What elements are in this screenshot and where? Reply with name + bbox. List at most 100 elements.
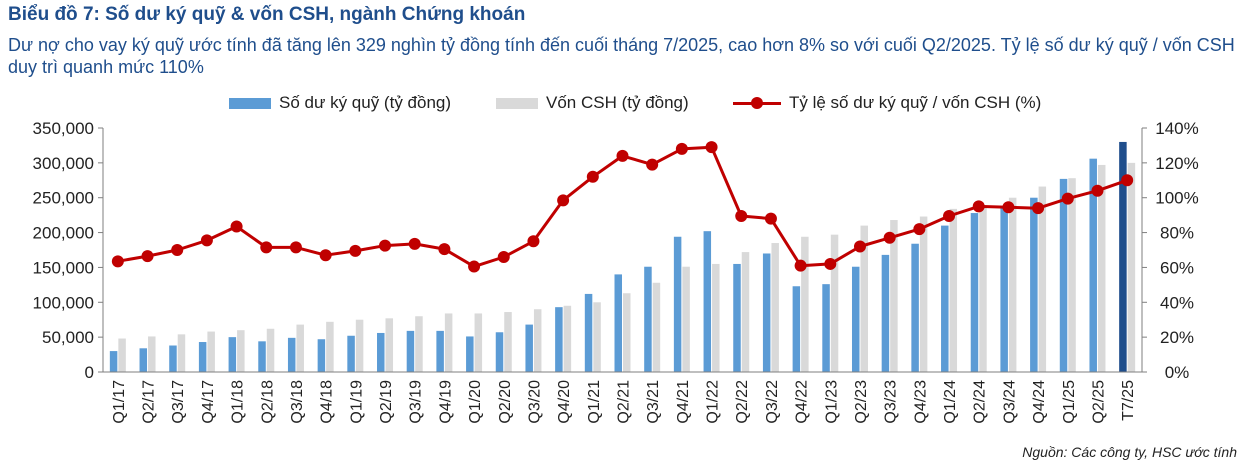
ratio-point-Q4/19	[438, 243, 451, 256]
bar-margin-Q3/19	[406, 330, 415, 372]
left-axis-tick-label: 100,000	[33, 293, 94, 312]
bar-margin-Q3/20	[525, 324, 533, 372]
bar-margin-Q3/17	[169, 345, 177, 372]
legend-swatch-equity	[496, 97, 538, 109]
x-axis-tick-label: Q1/19	[348, 380, 365, 424]
ratio-point-Q1/20	[468, 260, 481, 273]
ratio-point-Q1/22	[705, 141, 718, 154]
bar-margin-Q4/23	[911, 243, 919, 372]
bar-equity-Q4/21	[682, 266, 690, 372]
ratio-point-Q2/17	[141, 250, 154, 263]
bar-margin-Q1/17	[109, 351, 118, 372]
left-axis-tick-label: 150,000	[33, 258, 94, 277]
bar-equity-Q4/18	[326, 321, 334, 372]
x-axis-tick-label: Q2/19	[378, 380, 395, 424]
ratio-point-Q4/22	[794, 259, 807, 272]
bar-equity-Q1/18	[237, 330, 245, 372]
x-axis-tick-label: Q1/18	[230, 380, 247, 424]
x-axis-tick-label: Q2/24	[972, 380, 989, 424]
bar-equity-T7/25	[1127, 162, 1136, 372]
bar-equity-Q3/20	[533, 309, 542, 372]
x-axis-tick-label: Q3/21	[645, 380, 662, 424]
ratio-point-Q4/17	[200, 234, 213, 247]
bar-margin-Q2/24	[970, 213, 979, 372]
bar-margin-Q1/24	[941, 225, 949, 372]
ratio-point-Q1/23	[824, 257, 837, 270]
x-axis-tick-label: Q4/22	[794, 380, 811, 424]
bar-margin-Q4/17	[198, 342, 207, 372]
bar-margin-Q1/21	[584, 293, 593, 372]
ratio-point-Q1/25	[1061, 192, 1074, 205]
bar-margin-Q3/22	[762, 253, 771, 372]
x-axis-tick-label: Q3/18	[289, 380, 306, 424]
ratio-point-Q4/24	[1032, 202, 1045, 215]
right-axis-tick-label: 20%	[1160, 328, 1194, 347]
bar-equity-Q4/20	[563, 305, 572, 372]
ratio-point-Q1/24	[943, 210, 956, 223]
x-axis-tick-label: Q4/23	[912, 380, 929, 424]
bar-margin-Q1/18	[228, 337, 237, 372]
x-axis-tick-label: Q3/22	[764, 380, 781, 424]
bar-margin-Q4/19	[436, 330, 444, 372]
x-axis-tick-label: Q3/23	[883, 380, 900, 424]
ratio-point-Q4/21	[675, 142, 688, 155]
bar-equity-Q1/20	[474, 313, 483, 372]
bar-margin-Q4/21	[673, 236, 682, 372]
x-axis-tick-label: Q2/20	[497, 380, 514, 424]
source-note: Nguồn: Các công ty, HSC ước tính	[1022, 444, 1237, 460]
ratio-point-Q2/20	[497, 250, 510, 263]
bar-equity-Q2/21	[623, 293, 631, 372]
ratio-point-Q3/20	[527, 235, 540, 248]
x-axis-tick-label: Q4/21	[675, 380, 692, 424]
bar-margin-Q1/25	[1059, 178, 1068, 372]
bar-equity-Q1/21	[593, 302, 601, 372]
legend-label-equity: Vốn CSH (tỷ đồng)	[546, 93, 689, 112]
x-axis-tick-label: Q1/20	[467, 380, 484, 424]
ratio-point-Q2/25	[1091, 184, 1104, 197]
bar-margin-Q2/22	[733, 263, 741, 372]
ratio-point-Q2/21	[616, 149, 629, 162]
ratio-point-Q3/23	[883, 231, 896, 244]
legend-label-margin: Số dư ký quỹ (tỷ đồng)	[279, 93, 452, 112]
bar-margin-Q3/21	[644, 266, 652, 372]
bar-equity-Q1/19	[355, 319, 364, 372]
right-axis-tick-label: 60%	[1160, 258, 1194, 277]
legend-item-margin: Số dư ký quỹ (tỷ đồng)	[229, 92, 451, 114]
x-axis-tick-label: Q1/24	[942, 380, 959, 424]
ratio-point-T7/25	[1121, 174, 1134, 187]
x-axis-tick-label: Q4/19	[437, 380, 454, 424]
left-axis-tick-label: 350,000	[33, 119, 94, 138]
ratio-point-Q1/18	[230, 220, 243, 233]
bar-margin-Q2/25	[1089, 158, 1097, 372]
bar-margin-Q1/22	[703, 231, 712, 372]
ratio-point-Q3/19	[408, 237, 421, 250]
x-axis-tick-label: T7/25	[1120, 380, 1137, 421]
bar-margin-Q3/18	[287, 337, 296, 372]
bar-equity-Q1/25	[1068, 178, 1076, 372]
bar-equity-Q4/22	[801, 236, 809, 372]
legend: Số dư ký quỹ (tỷ đồng) Vốn CSH (tỷ đồng)…	[0, 92, 1251, 114]
x-axis-tick-label: Q4/24	[1031, 380, 1048, 424]
bar-equity-Q3/24	[1008, 197, 1017, 372]
ratio-point-Q1/17	[111, 255, 124, 268]
ratio-point-Q4/18	[319, 249, 332, 262]
bar-margin-Q2/19	[377, 332, 385, 372]
bar-margin-Q4/18	[317, 339, 326, 372]
bar-equity-Q2/24	[979, 206, 987, 372]
bar-equity-Q3/19	[415, 316, 423, 372]
bar-equity-Q1/23	[830, 234, 839, 372]
bar-margin-Q1/19	[347, 335, 355, 372]
bar-margin-Q4/20	[555, 307, 563, 372]
ratio-point-Q4/20	[557, 194, 570, 207]
x-axis-tick-label: Q4/17	[200, 380, 217, 424]
x-axis-tick-label: Q2/21	[616, 380, 633, 424]
legend-item-equity: Vốn CSH (tỷ đồng)	[496, 92, 689, 114]
x-axis-tick-label: Q3/24	[1001, 380, 1018, 424]
ratio-point-Q2/18	[260, 241, 273, 254]
x-axis-tick-label: Q3/17	[170, 380, 187, 424]
chart-title: Biểu đồ 7: Số dư ký quỹ & vốn CSH, ngành…	[8, 4, 526, 25]
x-axis-tick-label: Q1/21	[586, 380, 603, 424]
bar-equity-Q2/23	[860, 225, 868, 372]
x-axis-tick-label: Q2/22	[734, 380, 751, 424]
